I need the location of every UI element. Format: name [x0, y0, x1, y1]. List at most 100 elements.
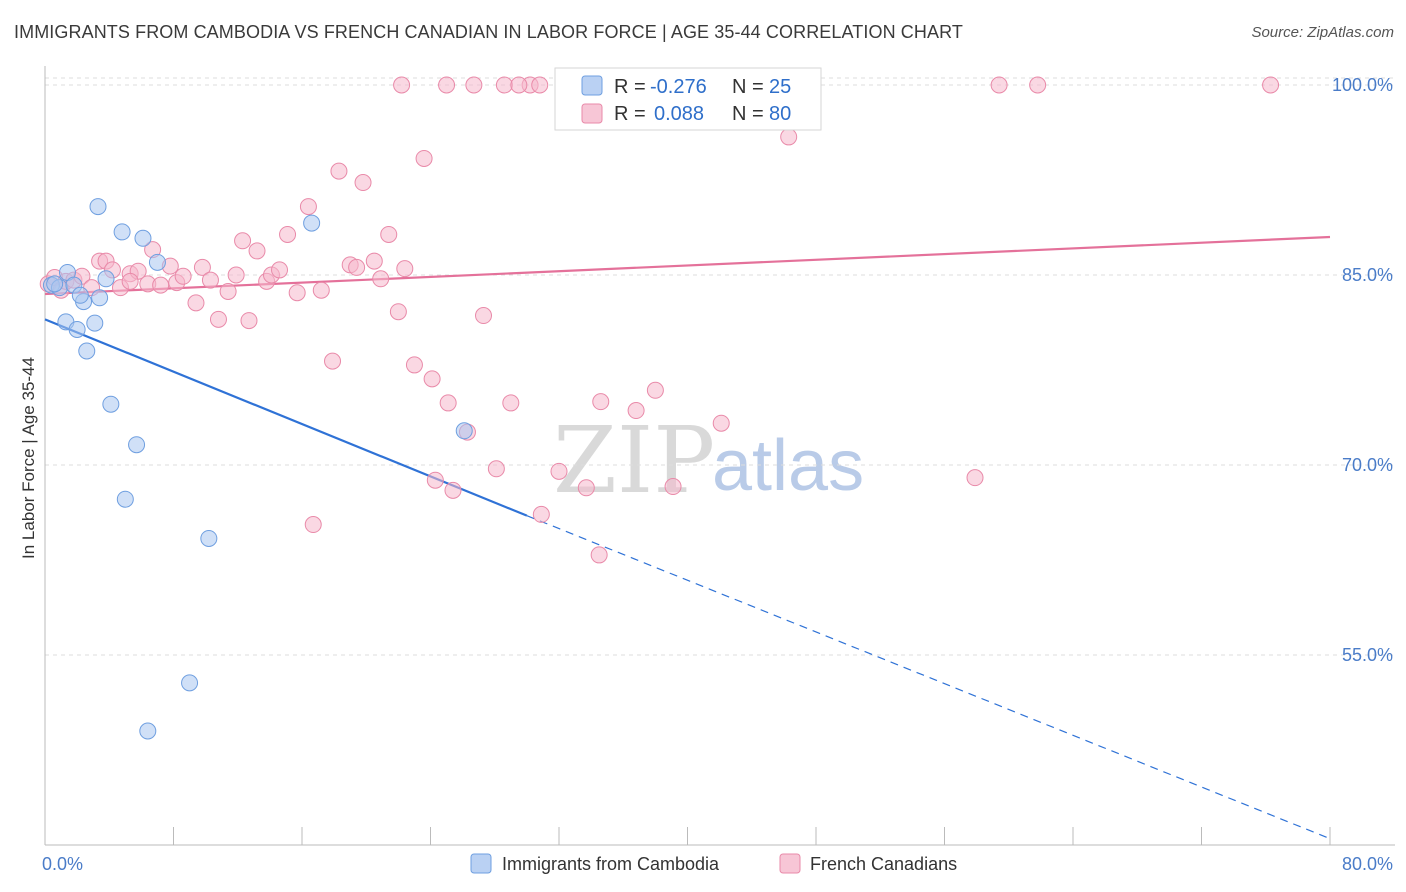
data-point-french-canadians: [532, 505, 550, 523]
data-point-french-canadians: [966, 469, 984, 487]
data-point-cambodia: [97, 270, 115, 288]
stats-swatch-blue: [581, 75, 603, 96]
data-point-cambodia: [303, 214, 321, 232]
chart-source: Source: ZipAtlas.com: [1251, 24, 1394, 41]
stats-row-french-canadians: R = 0.088 N = 80: [581, 103, 791, 125]
data-point-cambodia: [181, 674, 199, 692]
stats-r-label: R =: [614, 76, 646, 98]
data-point-french-canadians: [330, 162, 348, 180]
data-point-french-canadians: [279, 225, 297, 243]
data-point-french-canadians: [209, 310, 227, 328]
data-point-french-canadians: [627, 402, 645, 420]
data-point-french-canadians: [187, 294, 205, 312]
data-point-cambodia: [128, 436, 146, 454]
data-point-cambodia: [86, 314, 104, 332]
data-point-french-canadians: [396, 260, 414, 278]
data-point-french-canadians: [372, 270, 390, 288]
legend-item-french-canadians[interactable]: French Canadians: [779, 853, 957, 874]
data-point-french-canadians: [531, 76, 549, 94]
legend-label: Immigrants from Cambodia: [502, 854, 720, 874]
data-point-french-canadians: [502, 394, 520, 412]
data-point-french-canadians: [1262, 76, 1280, 94]
data-point-french-canadians: [389, 303, 407, 321]
data-point-cambodia: [68, 320, 86, 338]
trend-line-cambodia-extrapolated: [526, 515, 1331, 840]
data-point-french-canadians: [664, 478, 682, 496]
stats-r-value: -0.276: [650, 76, 707, 98]
data-point-french-canadians: [712, 414, 730, 432]
data-point-cambodia: [116, 490, 134, 508]
data-point-french-canadians: [299, 198, 317, 216]
data-point-french-canadians: [439, 394, 457, 412]
stats-swatch-pink: [581, 103, 603, 124]
stats-n-label: N =: [732, 103, 764, 125]
data-point-french-canadians: [201, 271, 219, 289]
data-point-french-canadians: [438, 76, 456, 94]
stats-r-label: R =: [614, 103, 646, 125]
legend-item-cambodia[interactable]: Immigrants from Cambodia: [470, 853, 720, 874]
legend: Immigrants from Cambodia French Canadian…: [470, 853, 957, 874]
data-point-french-canadians: [248, 242, 266, 260]
y-tick-label: 100.0%: [1332, 75, 1393, 95]
data-point-french-canadians: [304, 516, 322, 534]
data-point-cambodia: [200, 529, 218, 547]
stats-box: R = -0.276 N = 25 R = 0.088 N = 80: [554, 67, 822, 131]
legend-label: French Canadians: [810, 854, 957, 874]
grid-layer: [45, 77, 1395, 656]
data-point-french-canadians: [592, 393, 610, 411]
data-point-french-canadians: [219, 282, 237, 300]
data-point-french-canadians: [174, 267, 192, 285]
data-point-french-canadians: [271, 261, 289, 279]
data-point-french-canadians: [348, 258, 366, 276]
watermark-zip: ZIP: [553, 407, 715, 514]
data-point-french-canadians: [590, 546, 608, 564]
data-point-french-canadians: [152, 276, 170, 294]
data-point-french-canadians: [380, 225, 398, 243]
data-point-french-canadians: [234, 232, 252, 250]
data-point-french-canadians: [227, 266, 245, 284]
data-point-french-canadians: [423, 370, 441, 388]
data-point-french-canadians: [495, 76, 513, 94]
data-point-cambodia: [78, 342, 96, 360]
trend-line-cambodia: [44, 318, 528, 517]
data-point-french-canadians: [324, 352, 342, 370]
data-point-cambodia: [134, 229, 152, 247]
trend-layer: [44, 235, 1331, 840]
data-point-cambodia: [91, 289, 109, 307]
tick-label-layer: 100.0% 85.0% 70.0% 55.0% 0.0% 80.0%: [42, 75, 1393, 874]
watermark-atlas: atlas: [712, 426, 864, 506]
data-point-french-canadians: [1029, 76, 1047, 94]
data-point-french-canadians: [475, 307, 493, 325]
data-point-french-canadians: [444, 481, 462, 499]
chart-title: IMMIGRANTS FROM CAMBODIA VS FRENCH CANAD…: [14, 22, 963, 42]
data-point-french-canadians: [312, 281, 330, 299]
legend-swatch-blue: [470, 853, 492, 874]
data-point-cambodia: [148, 253, 166, 271]
data-point-cambodia: [46, 275, 64, 293]
data-point-french-canadians: [550, 462, 568, 480]
data-point-french-canadians: [121, 272, 139, 290]
x-tick-label: 80.0%: [1342, 854, 1393, 874]
points-layer: [39, 76, 1280, 740]
x-tick-label: 0.0%: [42, 854, 83, 874]
data-point-cambodia: [139, 722, 157, 740]
data-point-french-canadians: [510, 76, 528, 94]
data-point-french-canadians: [487, 460, 505, 478]
data-point-french-canadians: [990, 76, 1008, 94]
data-point-french-canadians: [426, 471, 444, 489]
data-point-french-canadians: [288, 284, 306, 302]
watermark: ZIP atlas: [553, 407, 864, 514]
data-point-french-canadians: [577, 479, 595, 497]
stats-n-value: 25: [769, 76, 791, 98]
data-point-cambodia: [455, 422, 473, 440]
y-axis-label: In Labor Force | Age 35-44: [19, 357, 38, 559]
data-point-french-canadians: [365, 252, 383, 270]
data-point-french-canadians: [405, 356, 423, 374]
legend-swatch-pink: [779, 853, 801, 874]
data-point-french-canadians: [193, 258, 211, 276]
axes-layer: [44, 66, 1395, 846]
y-tick-label: 70.0%: [1342, 455, 1393, 475]
y-tick-label: 85.0%: [1342, 265, 1393, 285]
stats-n-value: 80: [769, 103, 791, 125]
